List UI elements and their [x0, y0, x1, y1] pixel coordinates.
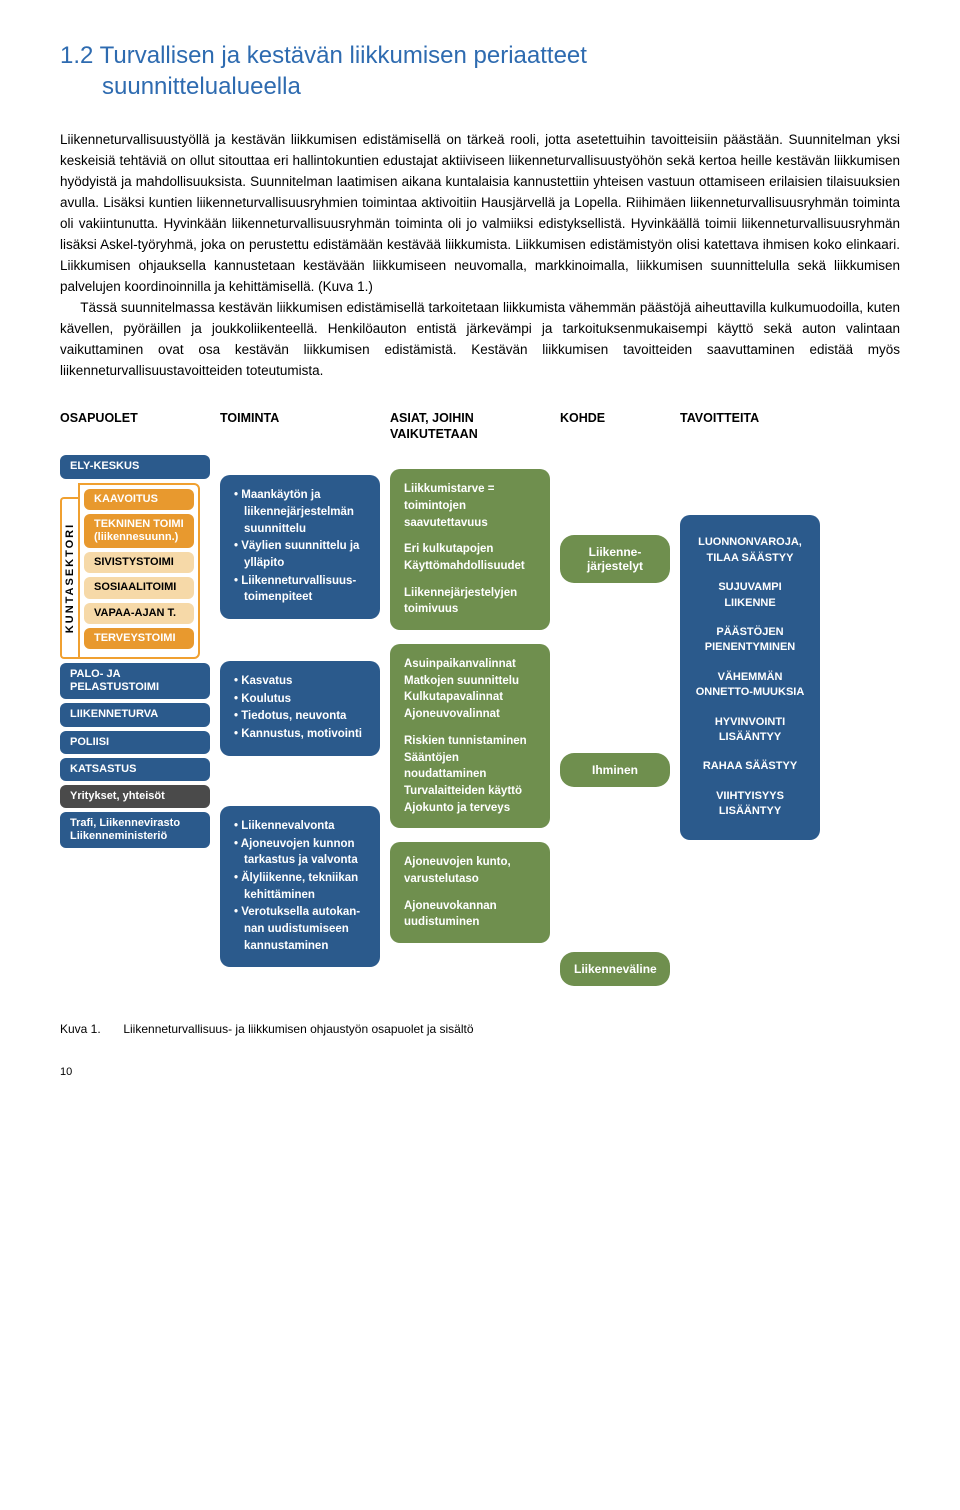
col-osapuolet: OSAPUOLET ELY-KESKUS KUNTASEKTORI KAAVOI… — [60, 411, 210, 852]
kunta-tag: KAAVOITUS — [84, 489, 194, 510]
kohde-3: Liikenneväline — [560, 952, 670, 986]
heading-number: 1.2 — [60, 42, 93, 69]
asiat-line: Ajoneuvokannan uudistuminen — [404, 898, 536, 931]
kunta-tag: SOSIAALITOIMI — [84, 577, 194, 598]
header-asiat: ASIAT, JOIHIN VAIKUTETAAN — [390, 411, 550, 445]
col-kohde: KOHDE Liikenne-järjestelyt Ihminen Liike… — [560, 411, 670, 986]
toiminta-block-2: KasvatusKoulutusTiedotus, neuvontaKannus… — [220, 661, 380, 756]
caption-label: Kuva 1. — [60, 1022, 120, 1036]
osapuolet-tag: Trafi, Liikennevirasto Liikenneministeri… — [60, 812, 210, 848]
toiminta-block-1: Maankäytön ja liikennejärjestelmän suunn… — [220, 475, 380, 619]
asiat-line: Ajoneuvojen kunto, varustelutaso — [404, 854, 536, 887]
tavoite-item: VIIHTYISYYS LISÄÄNTYY — [692, 789, 808, 820]
kohde-1: Liikenne-järjestelyt — [560, 535, 670, 583]
asiat-line: Riskien tunnistaminen Sääntöjen noudatta… — [404, 733, 536, 816]
kunta-tag: VAPAA-AJAN T. — [84, 603, 194, 624]
tavoite-item: VÄHEMMÄN ONNETTO-MUUKSIA — [692, 670, 808, 701]
asiat-line: Liikkumistarve = toimintojen saavutettav… — [404, 481, 536, 531]
tavoite-item: PÄÄSTÖJEN PIENENTYMINEN — [692, 625, 808, 656]
kunta-tag: TERVEYSTOIMI — [84, 628, 194, 649]
col-tavoitteita: TAVOITTEITA LUONNONVAROJA, TILAA SÄÄSTYY… — [680, 411, 820, 839]
osapuolet-tag: Yritykset, yhteisöt — [60, 785, 210, 808]
osapuolet-bottom: PALO- JA PELASTUSTOIMI LIIKENNETURVA POLII… — [60, 663, 210, 849]
toiminta-item: Tiedotus, neuvonta — [234, 708, 366, 725]
toiminta-item: Älyliikenne, tekniikan kehittäminen — [234, 870, 366, 903]
tavoite-item: RAHAA SÄÄSTYY — [692, 759, 808, 774]
paragraph-1: Liikenneturvallisuustyöllä ja kestävän l… — [60, 130, 900, 297]
diagram: OSAPUOLET ELY-KESKUS KUNTASEKTORI KAAVOI… — [60, 411, 900, 986]
toiminta-item: Ajoneuvojen kunnon tarkastus ja valvonta — [234, 836, 366, 869]
page-number: 10 — [60, 1066, 900, 1078]
tavoite-item: HYVINVOINTI LISÄÄNTYY — [692, 715, 808, 746]
caption-text: Liikenneturvallisuus- ja liikkumisen ohj… — [123, 1022, 473, 1036]
asiat-line: Liikennejärjestelyjen toimivuus — [404, 585, 536, 618]
asiat-block-1: Liikkumistarve = toimintojen saavutettav… — [390, 469, 550, 630]
tavoitteita-block: LUONNONVAROJA, TILAA SÄÄSTYY SUJUVAMPI LI… — [680, 515, 820, 839]
kunta-tag: TEKNINEN TOIMI (liikennesuunn.) — [84, 514, 194, 548]
osapuolet-tag: LIIKENNETURVA — [60, 703, 210, 726]
col-asiat: ASIAT, JOIHIN VAIKUTETAAN Liikkumistarve… — [390, 411, 550, 942]
figure-caption: Kuva 1. Liikenneturvallisuus- ja liikkum… — [60, 1022, 900, 1036]
toiminta-block-3: LiikennevalvontaAjoneuvojen kunnon tarka… — [220, 806, 380, 967]
osapuolet-tag: KATSASTUS — [60, 758, 210, 781]
tavoite-item: LUONNONVAROJA, TILAA SÄÄSTYY — [692, 535, 808, 566]
toiminta-item: Kannustus, motivointi — [234, 726, 366, 743]
tavoite-item: SUJUVAMPI LIIKENNE — [692, 580, 808, 611]
toiminta-item: Verotuksella autokan-nan uudistumiseen k… — [234, 904, 366, 954]
toiminta-item: Liikenneturvallisuus-toimenpiteet — [234, 573, 366, 606]
toiminta-item: Liikennevalvonta — [234, 818, 366, 835]
section-heading: 1.2 Turvallisen ja kestävän liikkumisen … — [60, 40, 900, 102]
asiat-line: Asuinpaikanvalinnat Matkojen suunnittelu… — [404, 656, 536, 723]
kunta-group: KAAVOITUS TEKNINEN TOIMI (liikennesuunn.)… — [78, 483, 200, 659]
osapuolet-tag: PALO- JA PELASTUSTOIMI — [60, 663, 210, 699]
kuntasektori-bracket: KUNTASEKTORI — [60, 497, 78, 659]
col-toiminta: TOIMINTA Maankäytön ja liikennejärjestel… — [220, 411, 380, 967]
toiminta-item: Kasvatus — [234, 673, 366, 690]
header-kohde: KOHDE — [560, 411, 605, 445]
heading-subtitle: suunnittelualueella — [102, 71, 900, 102]
kunta-tag: SIVISTYSTOIMI — [84, 552, 194, 573]
header-osapuolet: OSAPUOLET — [60, 411, 210, 445]
asiat-block-3: Ajoneuvojen kunto, varustelutaso Ajoneuvo… — [390, 842, 550, 943]
heading-title: Turvallisen ja kestävän liikkumisen peri… — [100, 42, 587, 69]
bracket-label: KUNTASEKTORI — [64, 523, 76, 633]
body-text: Liikenneturvallisuustyöllä ja kestävän l… — [60, 130, 900, 381]
asiat-block-2: Asuinpaikanvalinnat Matkojen suunnittelu… — [390, 644, 550, 828]
paragraph-2: Tässä suunnitelmassa kestävän liikkumise… — [60, 298, 900, 382]
header-toiminta: TOIMINTA — [220, 411, 380, 445]
toiminta-item: Maankäytön ja liikennejärjestelmän suunn… — [234, 487, 366, 537]
asiat-line: Eri kulkutapojen Käyttömahdollisuudet — [404, 541, 536, 574]
osapuolet-tag: POLIISI — [60, 731, 210, 754]
kohde-2: Ihminen — [560, 753, 670, 787]
tag-ely: ELY-KESKUS — [60, 455, 210, 478]
header-tavoitteita: TAVOITTEITA — [680, 411, 820, 445]
toiminta-item: Väylien suunnittelu ja ylläpito — [234, 538, 366, 571]
toiminta-item: Koulutus — [234, 691, 366, 708]
